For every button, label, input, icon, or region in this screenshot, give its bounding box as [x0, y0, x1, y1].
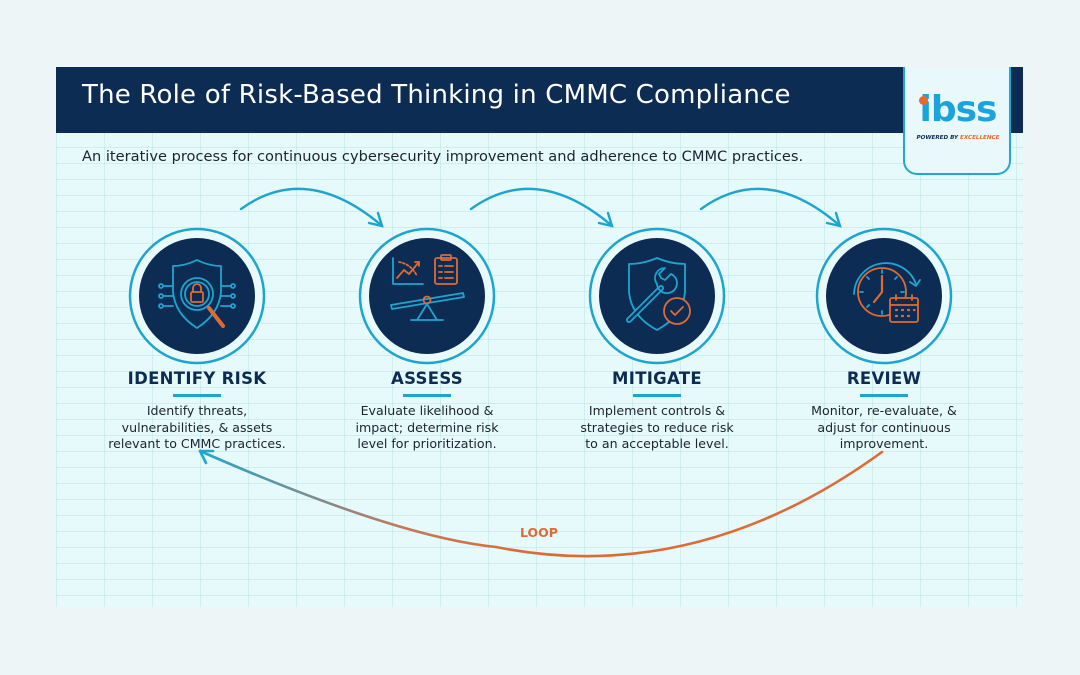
step-assess: ASSESS Evaluate likelihood & impact; det… [322, 300, 532, 453]
logo-wordmark: ibss [919, 89, 998, 130]
chart-clipboard-balance-icon [390, 254, 465, 321]
title-bar: The Role of Risk-Based Thinking in CMMC … [56, 67, 1023, 133]
arrow-assess-to-mitigate [469, 187, 614, 228]
step-description-line: improvement. [839, 436, 929, 451]
title-underline [860, 394, 908, 397]
arrow-mitigate-to-review [699, 187, 842, 228]
step-title: REVIEW [846, 369, 922, 388]
step-mitigate: MITIGATE Implement controls & strategies… [552, 300, 762, 453]
step-description-line: impact; determine risk [355, 419, 499, 435]
step-description-line: Implement controls & [588, 403, 726, 418]
step-description-line: to an acceptable level. [585, 436, 729, 451]
title-underline [403, 394, 451, 397]
step-title: IDENTIFY RISK [127, 369, 267, 388]
step-title: ASSESS [391, 369, 463, 388]
step-title: MITIGATE [612, 369, 702, 388]
infographic-panel: The Role of Risk-Based Thinking in CMMC … [56, 67, 1023, 607]
loop-arrow [198, 449, 884, 558]
step-description-line: adjust for continuous [817, 419, 951, 435]
page-title: The Role of Risk-Based Thinking in CMMC … [82, 80, 791, 110]
step-description-line: vulnerabilities, & assets [121, 419, 273, 435]
logo-tagline: POWERED BY EXCELLENCE [916, 135, 1000, 141]
step-description-line: relevant to CMMC practices. [108, 436, 286, 451]
step-description-line: level for prioritization. [357, 436, 497, 451]
step-description-line: Monitor, re-evaluate, & [811, 403, 957, 418]
shield-magnifier-lock-icon [158, 259, 236, 329]
title-underline [173, 394, 221, 397]
step-description-line: Identify threats, [146, 403, 248, 418]
shield-wrench-check-icon [626, 257, 691, 331]
logo-dot-icon [919, 96, 928, 105]
page-subtitle: An iterative process for continuous cybe… [82, 148, 804, 165]
clock-calendar-cycle-icon [853, 262, 921, 323]
step-review: REVIEW Monitor, re-evaluate, & adjust fo… [779, 300, 989, 453]
identify-risk-badge [128, 227, 266, 365]
assess-badge [358, 227, 496, 365]
loop-label: LOOP [520, 525, 558, 540]
brand-logo: ibss POWERED BY EXCELLENCE [903, 67, 1011, 175]
title-underline [633, 394, 681, 397]
review-badge [815, 227, 953, 365]
process-diagram [128, 187, 953, 558]
step-description-line: strategies to reduce risk [580, 419, 734, 435]
step-identify-risk: IDENTIFY RISK Identify threats, vulnerab… [92, 300, 302, 453]
mitigate-badge [588, 227, 726, 365]
arrow-identify-to-assess [239, 187, 384, 228]
step-description-line: Evaluate likelihood & [360, 403, 494, 418]
